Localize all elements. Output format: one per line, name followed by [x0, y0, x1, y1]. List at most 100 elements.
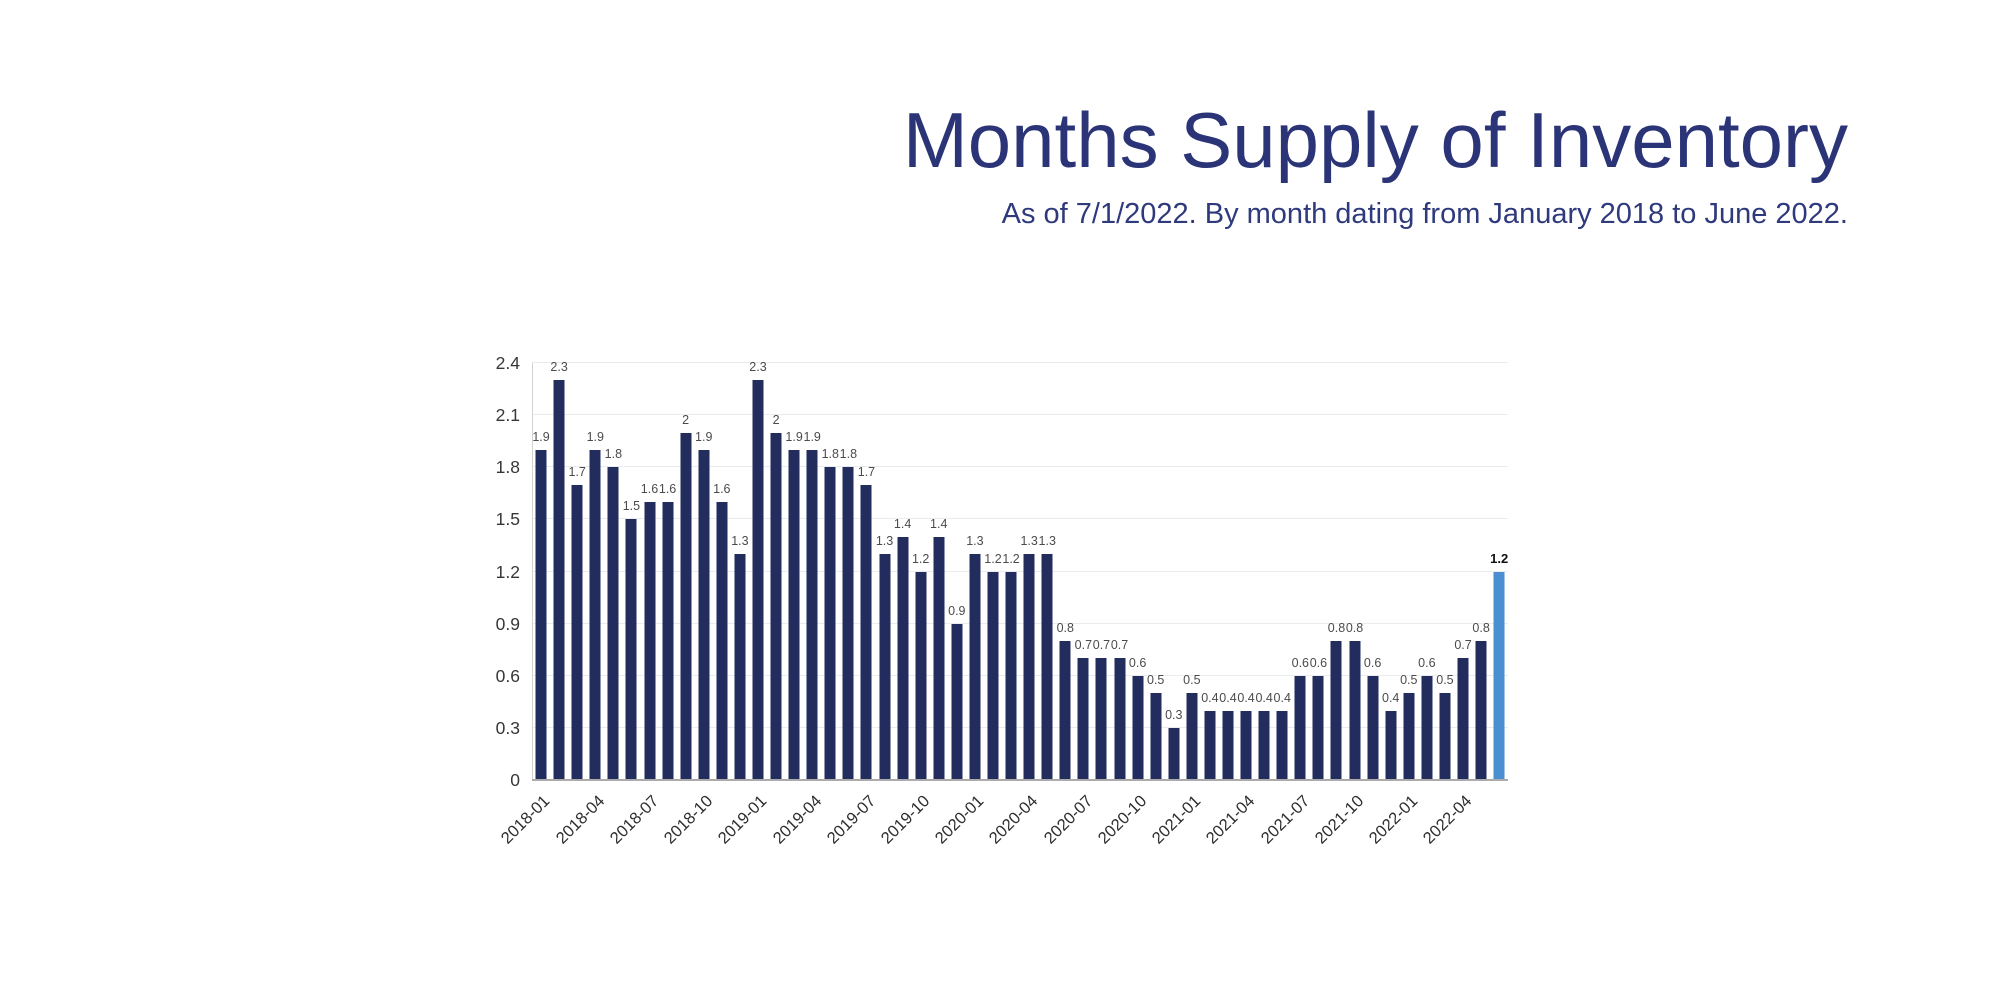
bar: [1258, 710, 1270, 780]
bar-slot: 1.8: [839, 363, 857, 780]
bar-slot: 1.9: [803, 363, 821, 780]
bar-value-label: 1.9: [785, 429, 803, 444]
bar-value-label: 1.9: [532, 429, 550, 444]
gridline: [532, 674, 1508, 676]
chart-title: Months Supply of Inventory: [902, 96, 1848, 184]
x-axis-label: 2020-04: [986, 792, 1042, 848]
bar-value-label: 0.5: [1183, 673, 1201, 688]
bar-slot: 0.7: [1092, 363, 1110, 780]
bar-slot: 0.4: [1237, 363, 1255, 780]
bar-slot: 1.8: [821, 363, 839, 780]
bar-value-label: 1.3: [1038, 534, 1056, 549]
bar: [1421, 675, 1433, 780]
bar-slot: 0.6: [1418, 363, 1436, 780]
bar-value-label: 1.6: [640, 482, 659, 497]
x-axis-label: 2019-04: [769, 792, 825, 848]
bar-value-label: 0.7: [1092, 638, 1111, 653]
bar-value-label: 1.2: [911, 551, 930, 566]
y-axis-label: 1.8: [495, 457, 520, 478]
bar: [535, 449, 547, 780]
bar-slot: 0.4: [1255, 363, 1273, 780]
bar-value-label: 1.2: [1002, 551, 1020, 566]
bar-value-label: 0.4: [1237, 690, 1255, 705]
bar: [1132, 675, 1144, 780]
bar-value-label: 0.9: [948, 603, 966, 618]
y-axis-label: 1.5: [495, 509, 520, 530]
bar: [1367, 675, 1379, 780]
bar-value-label: 0.4: [1255, 690, 1273, 705]
bar-value-label: 2.3: [550, 360, 568, 375]
bar: [933, 536, 945, 780]
bar-slot: 1.5: [622, 363, 640, 780]
x-axis-line: [532, 779, 1508, 781]
bar-slot: 1.9: [785, 363, 803, 780]
bar-slot: 0.5: [1400, 363, 1418, 780]
bar-value-label: 0.6: [1128, 655, 1147, 670]
bar: [951, 623, 963, 780]
bar-slot: 0.8: [1056, 363, 1074, 780]
bar-slot: 0.4: [1382, 363, 1400, 780]
bar-slot: 1.7: [857, 363, 875, 780]
bar-value-label: 1.9: [695, 429, 713, 444]
bar-slot: 0.4: [1273, 363, 1291, 780]
bar: [1168, 727, 1180, 780]
bar-value-label: 1.7: [857, 464, 876, 479]
bar-slot: 0.8: [1472, 363, 1490, 780]
bar: [716, 502, 728, 780]
bars-area: 1.9 2.3 1.7 1.9 1.8 1.5 1.6 1.6 2 1.9 1.6 1.3 2.3 2 1.…: [532, 360, 1509, 780]
bar: [1059, 641, 1071, 780]
bar-value-label: 0.5: [1146, 673, 1165, 688]
bar-slot: 1.2: [984, 363, 1002, 780]
x-axis-label: 2019-07: [823, 792, 880, 848]
bar-slot: 0.5: [1147, 363, 1165, 780]
bar-value-label: 1.5: [622, 499, 641, 514]
bar-slot: 0.4: [1201, 363, 1219, 780]
bar-value-label: 0.4: [1201, 690, 1219, 705]
bar-value-label: 0.8: [1056, 621, 1074, 636]
x-axis-label: 2019-10: [877, 792, 934, 848]
bar-slot: 2.3: [749, 360, 767, 780]
bar: [987, 571, 999, 780]
x-axis-label: 2022-01: [1365, 792, 1422, 848]
bar-value-label: 2: [682, 412, 690, 427]
bar-value-label: 1.4: [930, 516, 948, 531]
bar: [969, 554, 981, 780]
x-axis-label: 2018-07: [606, 792, 663, 848]
x-axis-label: 2020-01: [931, 792, 988, 848]
bar: [553, 380, 565, 780]
bar-slot: 1.9: [586, 363, 604, 780]
bar-slot: 0.3: [1165, 363, 1183, 780]
bar: [1349, 641, 1361, 780]
chart-header: Months Supply of Inventory As of 7/1/202…: [903, 98, 1848, 231]
y-axis-label: 0.3: [495, 717, 520, 738]
bar: [842, 467, 854, 780]
bar-value-label: 2: [772, 412, 780, 427]
bar-value-label: 1.6: [658, 482, 677, 497]
bar-value-label: 0.7: [1110, 638, 1129, 653]
bar-value-label: 0.4: [1382, 690, 1400, 705]
y-axis-label: 2.1: [495, 405, 520, 426]
bar: [734, 554, 746, 780]
gridline: [532, 726, 1508, 728]
bar: [1276, 710, 1288, 780]
bar-value-label: 1.4: [893, 516, 912, 531]
bar: [1439, 693, 1451, 780]
x-axis-label: 2018-10: [660, 792, 717, 848]
bar: [1114, 658, 1126, 780]
x-axis-label: 2020-10: [1094, 792, 1151, 848]
bar-value-label: 0.7: [1454, 638, 1472, 653]
bar-value-label: 0.7: [1074, 638, 1093, 653]
bar-slot: 0.9: [948, 363, 966, 780]
bar: [770, 432, 782, 780]
bar: [1330, 641, 1342, 780]
gridline: [532, 570, 1508, 572]
bar: [1186, 693, 1198, 780]
bar: [1204, 710, 1216, 780]
bar: [1005, 571, 1017, 780]
bar-value-label: 1.2: [1490, 550, 1509, 566]
bar: [680, 432, 692, 780]
bar-slot: 0.6: [1364, 363, 1382, 780]
x-axis-label: 2020-07: [1040, 792, 1096, 848]
bar-value-label: 0.4: [1273, 690, 1291, 705]
bar-value-label: 1.6: [713, 482, 731, 497]
